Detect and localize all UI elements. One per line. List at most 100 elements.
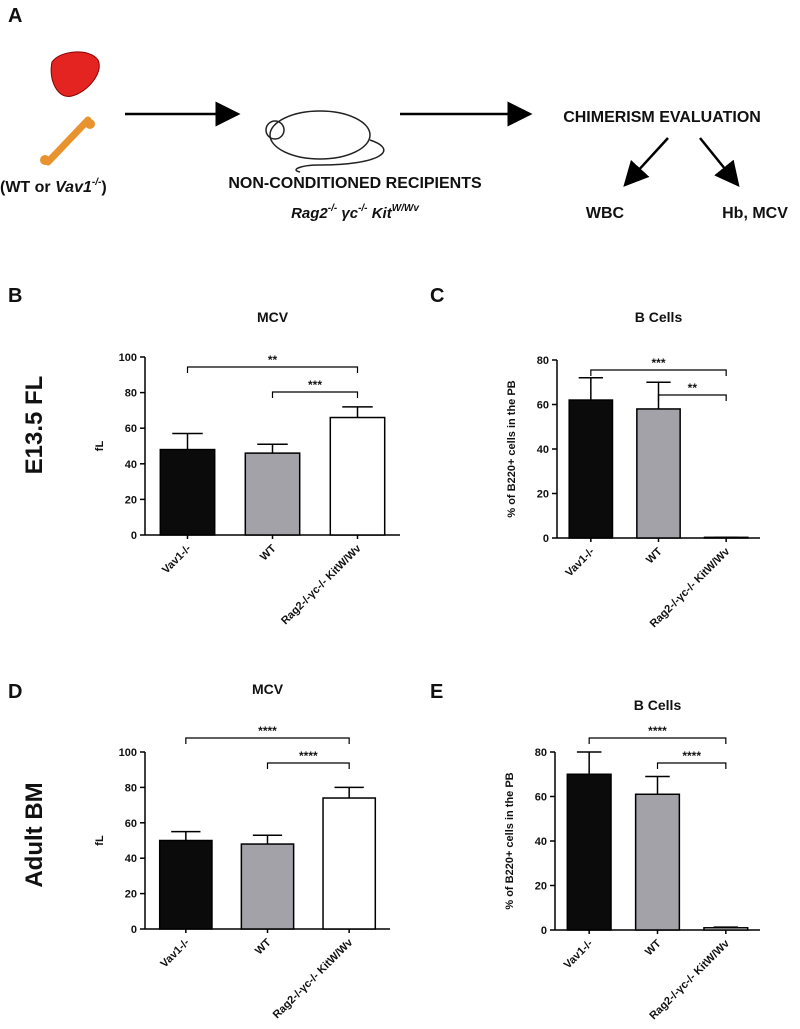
bar: [322, 797, 377, 930]
text: -/-: [328, 203, 338, 214]
bar: [158, 839, 213, 930]
y-tick-label: 40: [125, 853, 137, 865]
text: γc: [337, 205, 359, 222]
x-tick-label: Vav1-/-: [563, 545, 597, 579]
text: (WT or: [0, 179, 55, 196]
bar: [703, 927, 749, 931]
bar: [329, 416, 386, 536]
recipients: NON-CONDITIONED RECIPIENTS: [228, 175, 482, 192]
source-label: (WT or Vav1-/-): [0, 177, 107, 196]
significance-label: **: [268, 353, 278, 367]
significance-label: ****: [682, 749, 701, 763]
y-tick-label: 40: [537, 444, 549, 456]
text: Kit: [368, 205, 393, 222]
significance-bracket: [657, 394, 727, 401]
significance-bracket: [271, 391, 359, 398]
x-tick-label: WT: [258, 542, 279, 563]
y-tick-label: 60: [125, 818, 137, 830]
row-label: E13.5 FL: [21, 376, 48, 475]
y-tick-label: 0: [131, 530, 137, 542]
x-tick-label: WT: [643, 937, 664, 958]
chart-title: B Cells: [635, 309, 683, 325]
y-axis-label: fL: [94, 835, 106, 846]
y-tick-label: 20: [125, 889, 137, 901]
x-tick-label: Vav1-/-: [160, 542, 194, 576]
y-tick-label: 20: [537, 489, 549, 501]
bar: [636, 408, 681, 539]
evaluation: CHIMERISM EVALUATION: [563, 109, 761, 126]
bone-end: [40, 155, 50, 165]
x-tick-label: Vav1-/-: [562, 937, 596, 971]
liver-icon: [50, 51, 100, 97]
y-tick-label: 80: [537, 355, 549, 367]
text: -/-: [92, 177, 102, 188]
bar: [634, 793, 681, 931]
bar: [703, 536, 749, 539]
y-tick-label: 80: [125, 782, 137, 794]
y-tick-label: 0: [543, 533, 549, 545]
bar: [240, 843, 295, 930]
bar: [159, 448, 216, 536]
bar: [566, 773, 612, 931]
y-tick-label: 20: [125, 494, 137, 506]
bone-end: [85, 119, 95, 129]
y-tick-label: 60: [535, 792, 547, 804]
outcome: Hb, MCV: [722, 205, 788, 222]
panel-letter: E: [430, 681, 443, 703]
significance-bracket: [590, 369, 727, 376]
x-tick-label: Rag2-/-γc-/- KitW/Wv: [647, 937, 732, 1022]
chart-title: B Cells: [634, 697, 682, 713]
panel-letter: D: [8, 681, 22, 703]
arrow: [699, 137, 740, 187]
panel-letter: C: [430, 285, 444, 307]
chart-title: MCV: [257, 309, 289, 325]
y-tick-label: 80: [125, 388, 137, 400]
bone-icon: [44, 116, 92, 166]
arrow: [623, 137, 669, 187]
x-tick-label: WT: [253, 936, 274, 957]
significance-label: ****: [648, 724, 667, 738]
y-tick-label: 100: [119, 747, 137, 759]
bar: [568, 399, 614, 539]
text: -/-: [358, 203, 368, 214]
significance-label: ****: [299, 749, 318, 763]
y-tick-label: 0: [131, 924, 137, 936]
y-tick-label: 0: [541, 925, 547, 937]
text: Vav1: [55, 179, 92, 196]
significance-label: **: [688, 381, 698, 395]
y-tick-label: 80: [535, 747, 547, 759]
chart-title: MCV: [252, 681, 284, 697]
panel-letter: A: [8, 5, 22, 27]
row-label: Adult BM: [21, 782, 48, 887]
significance-label: ***: [651, 356, 665, 370]
y-tick-label: 40: [125, 459, 137, 471]
significance-bracket: [185, 737, 350, 744]
y-tick-label: 60: [537, 400, 549, 412]
y-tick-label: 20: [535, 881, 547, 893]
text: ): [101, 179, 106, 196]
significance-label: ****: [258, 724, 277, 738]
x-tick-label: Vav1-/-: [158, 936, 192, 970]
significance-label: ***: [308, 378, 322, 392]
significance-bracket: [656, 762, 727, 769]
panel-letter: B: [8, 285, 22, 307]
significance-bracket: [186, 366, 359, 373]
bar: [244, 452, 301, 536]
text: Rag2: [291, 205, 328, 222]
x-tick-label: WT: [644, 545, 665, 566]
text: W/Wv: [392, 203, 421, 214]
y-tick-label: 60: [125, 423, 137, 435]
y-axis-label: % of B220+ cells in the PB: [504, 772, 516, 909]
x-tick-label: Rag2-/-γc-/- KitW/Wv: [279, 542, 364, 627]
y-axis-label: fL: [94, 441, 106, 452]
mouse-icon: [265, 110, 385, 173]
y-tick-label: 40: [535, 836, 547, 848]
significance-bracket: [266, 762, 350, 769]
y-tick-label: 100: [119, 352, 137, 364]
outcome: WBC: [586, 205, 625, 222]
significance-bracket: [588, 737, 727, 744]
x-tick-label: Rag2-/-γc-/- KitW/Wv: [271, 936, 356, 1021]
y-axis-label: % of B220+ cells in the PB: [506, 380, 518, 517]
strain: Rag2-/- γc-/- KitW/Wv: [291, 203, 420, 222]
